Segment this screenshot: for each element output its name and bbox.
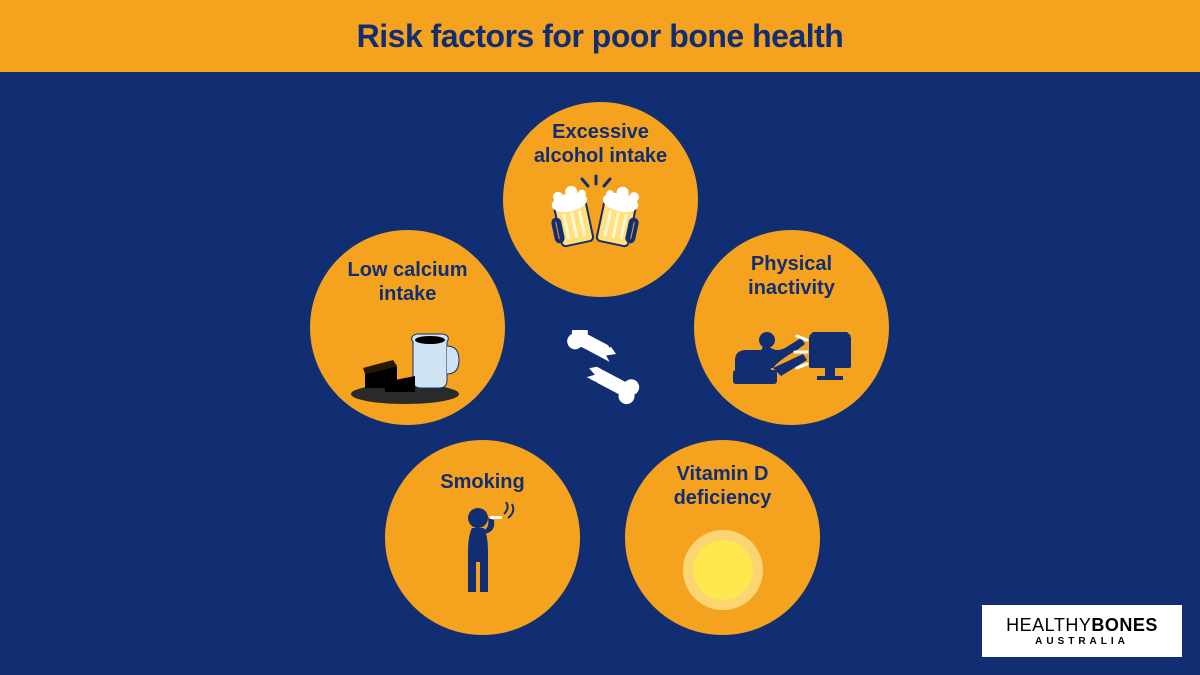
- page-title: Risk factors for poor bone health: [357, 18, 844, 55]
- risk-circle-vitamind: Vitamin Ddeficiency: [625, 440, 820, 635]
- logo-line1: HEALTHYBONES: [1006, 615, 1158, 636]
- beer-mugs-icon: [546, 174, 656, 264]
- risk-circle-alcohol: Excessivealcohol intake: [503, 102, 698, 297]
- broken-bone-icon: [546, 330, 654, 413]
- risk-label-alcohol: Excessivealcohol intake: [520, 120, 681, 168]
- main-canvas: Excessivealcohol intake: [0, 72, 1200, 675]
- couch-tv-icon: [727, 310, 857, 410]
- risk-circle-smoking: Smoking: [385, 440, 580, 635]
- risk-label-smoking: Smoking: [426, 470, 538, 494]
- header-bar: Risk factors for poor bone health: [0, 0, 1200, 72]
- smoking-person-icon: [438, 502, 528, 622]
- sun-icon: [668, 518, 778, 618]
- risk-label-inactivity: Physical inactivity: [694, 252, 889, 300]
- logo-line2: AUSTRALIA: [1035, 636, 1129, 647]
- risk-label-vitamind: Vitamin Ddeficiency: [660, 462, 786, 510]
- dairy-foods-icon: [343, 316, 473, 416]
- healthy-bones-logo: HEALTHYBONES AUSTRALIA: [982, 605, 1182, 657]
- risk-circle-inactivity: Physical inactivity: [694, 230, 889, 425]
- risk-label-calcium: Low calcium intake: [310, 258, 505, 306]
- risk-circle-calcium: Low calcium intake: [310, 230, 505, 425]
